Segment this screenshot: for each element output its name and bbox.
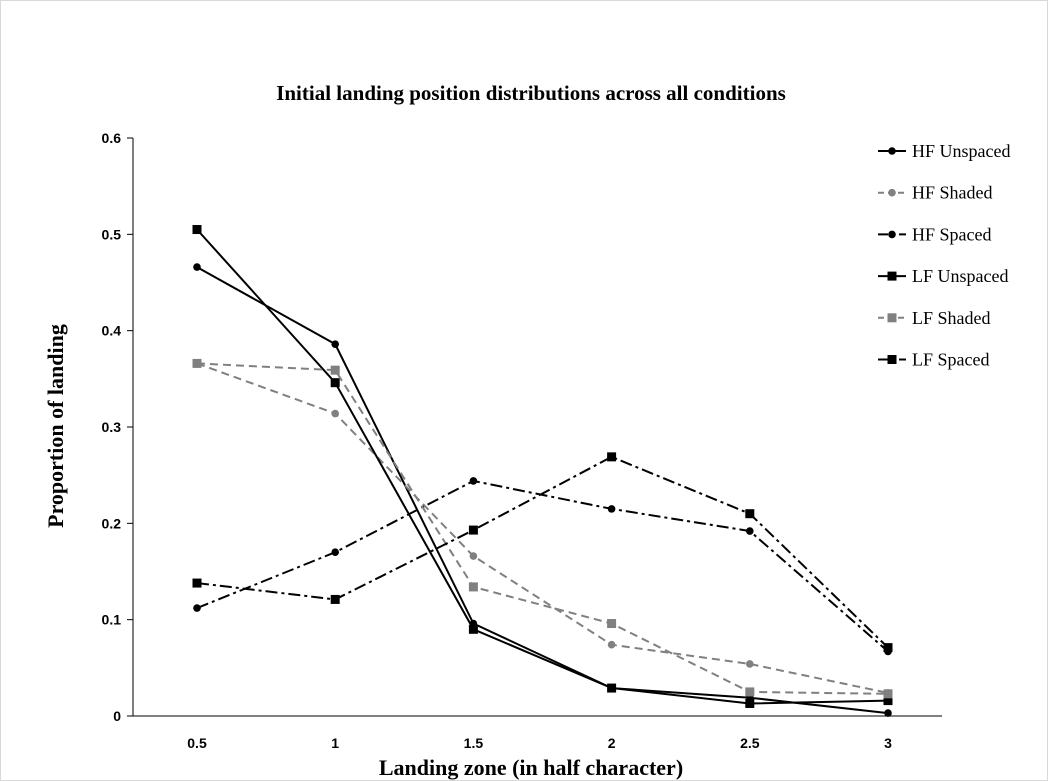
series-lf-shaded (192, 358, 893, 699)
x-tick-label: 2.5 (740, 735, 760, 751)
legend: HF Unspaced HF Shaded HF Spaced LF Unspaced… (878, 141, 1010, 370)
series-line-lf-shaded (196, 362, 889, 695)
data-point (192, 225, 202, 235)
data-point (883, 689, 893, 699)
y-tick-label: 0.3 (102, 419, 122, 435)
data-point (331, 548, 340, 557)
data-point (884, 709, 892, 717)
legend-label: LF Spaced (912, 350, 989, 370)
legend-item-hf-spaced: HF Spaced (878, 224, 992, 244)
data-point (193, 263, 201, 271)
data-point (607, 683, 617, 693)
legend-item-lf-shaded: LF Shaded (878, 308, 991, 328)
legend-swatch-marker (888, 230, 896, 239)
data-point (469, 552, 478, 560)
y-axis-title: Proportion of landing (43, 324, 68, 528)
data-point (607, 619, 617, 629)
legend-item-lf-unspaced: LF Unspaced (878, 266, 1008, 286)
x-axis-title: Landing zone (in half character) (379, 755, 683, 780)
data-point (468, 525, 478, 535)
legend-swatch-marker (887, 313, 897, 323)
data-point (193, 604, 201, 612)
data-point (192, 578, 202, 588)
data-point (330, 378, 340, 388)
legend-swatch-marker (888, 188, 896, 197)
legend-item-hf-unspaced: HF Unspaced (878, 141, 1010, 161)
x-tick-label: 1.5 (464, 735, 484, 751)
legend-item-lf-spaced: LF Spaced (878, 350, 989, 370)
series-hf-shaded (193, 359, 892, 697)
data-point (746, 527, 754, 535)
data-point (468, 624, 478, 634)
data-point (468, 582, 478, 592)
x-tick-label: 0.5 (187, 735, 207, 751)
data-point (745, 509, 755, 519)
y-tick-label: 0.4 (102, 323, 122, 339)
legend-label: HF Spaced (912, 224, 992, 244)
data-point (469, 477, 478, 485)
legend-swatch-marker (888, 147, 896, 155)
x-tick-label: 2 (608, 735, 616, 751)
series-lf-unspaced (192, 225, 893, 708)
x-tick-label: 3 (884, 735, 892, 751)
data-point (330, 365, 340, 375)
data-point (607, 505, 616, 513)
series-hf-spaced (193, 477, 892, 656)
legend-swatch-marker (887, 271, 897, 281)
series-hf-unspaced (193, 263, 892, 717)
data-point (883, 643, 893, 653)
legend-swatch-marker (887, 355, 897, 364)
chart-title: Initial landing position distributions a… (276, 81, 786, 105)
data-point (745, 687, 755, 697)
data-point (883, 696, 893, 706)
y-tick-label: 0 (113, 708, 121, 724)
y-tick-label: 0.6 (102, 130, 122, 146)
data-point (192, 358, 202, 368)
series-line-hf-shaded (196, 362, 889, 694)
legend-label: LF Unspaced (912, 266, 1008, 286)
data-point (331, 409, 340, 418)
data-point (330, 594, 340, 604)
legend-label: HF Unspaced (912, 141, 1010, 161)
data-point (607, 640, 616, 649)
series-layer (192, 225, 893, 717)
series-line-lf-spaced (196, 455, 889, 649)
legend-item-hf-shaded: HF Shaded (878, 183, 993, 203)
data-point (607, 452, 617, 462)
y-tick-label: 0.5 (102, 226, 122, 242)
series-line-lf-unspaced (196, 228, 889, 705)
data-point (746, 660, 754, 668)
x-tick-label: 1 (331, 735, 339, 751)
data-point (331, 340, 340, 348)
legend-label: LF Shaded (912, 308, 991, 328)
data-point (745, 698, 755, 708)
y-tick-label: 0.2 (102, 515, 122, 531)
series-line-hf-unspaced (196, 266, 889, 715)
series-lf-spaced (192, 452, 893, 653)
legend-label: HF Shaded (912, 183, 993, 203)
y-tick-label: 0.1 (102, 612, 122, 628)
axes: 0 0.1 0.2 0.3 0.4 0.5 0.6 0.5 1 1.5 2 2.5 3 (102, 130, 942, 751)
series-line-hf-spaced (196, 479, 889, 653)
